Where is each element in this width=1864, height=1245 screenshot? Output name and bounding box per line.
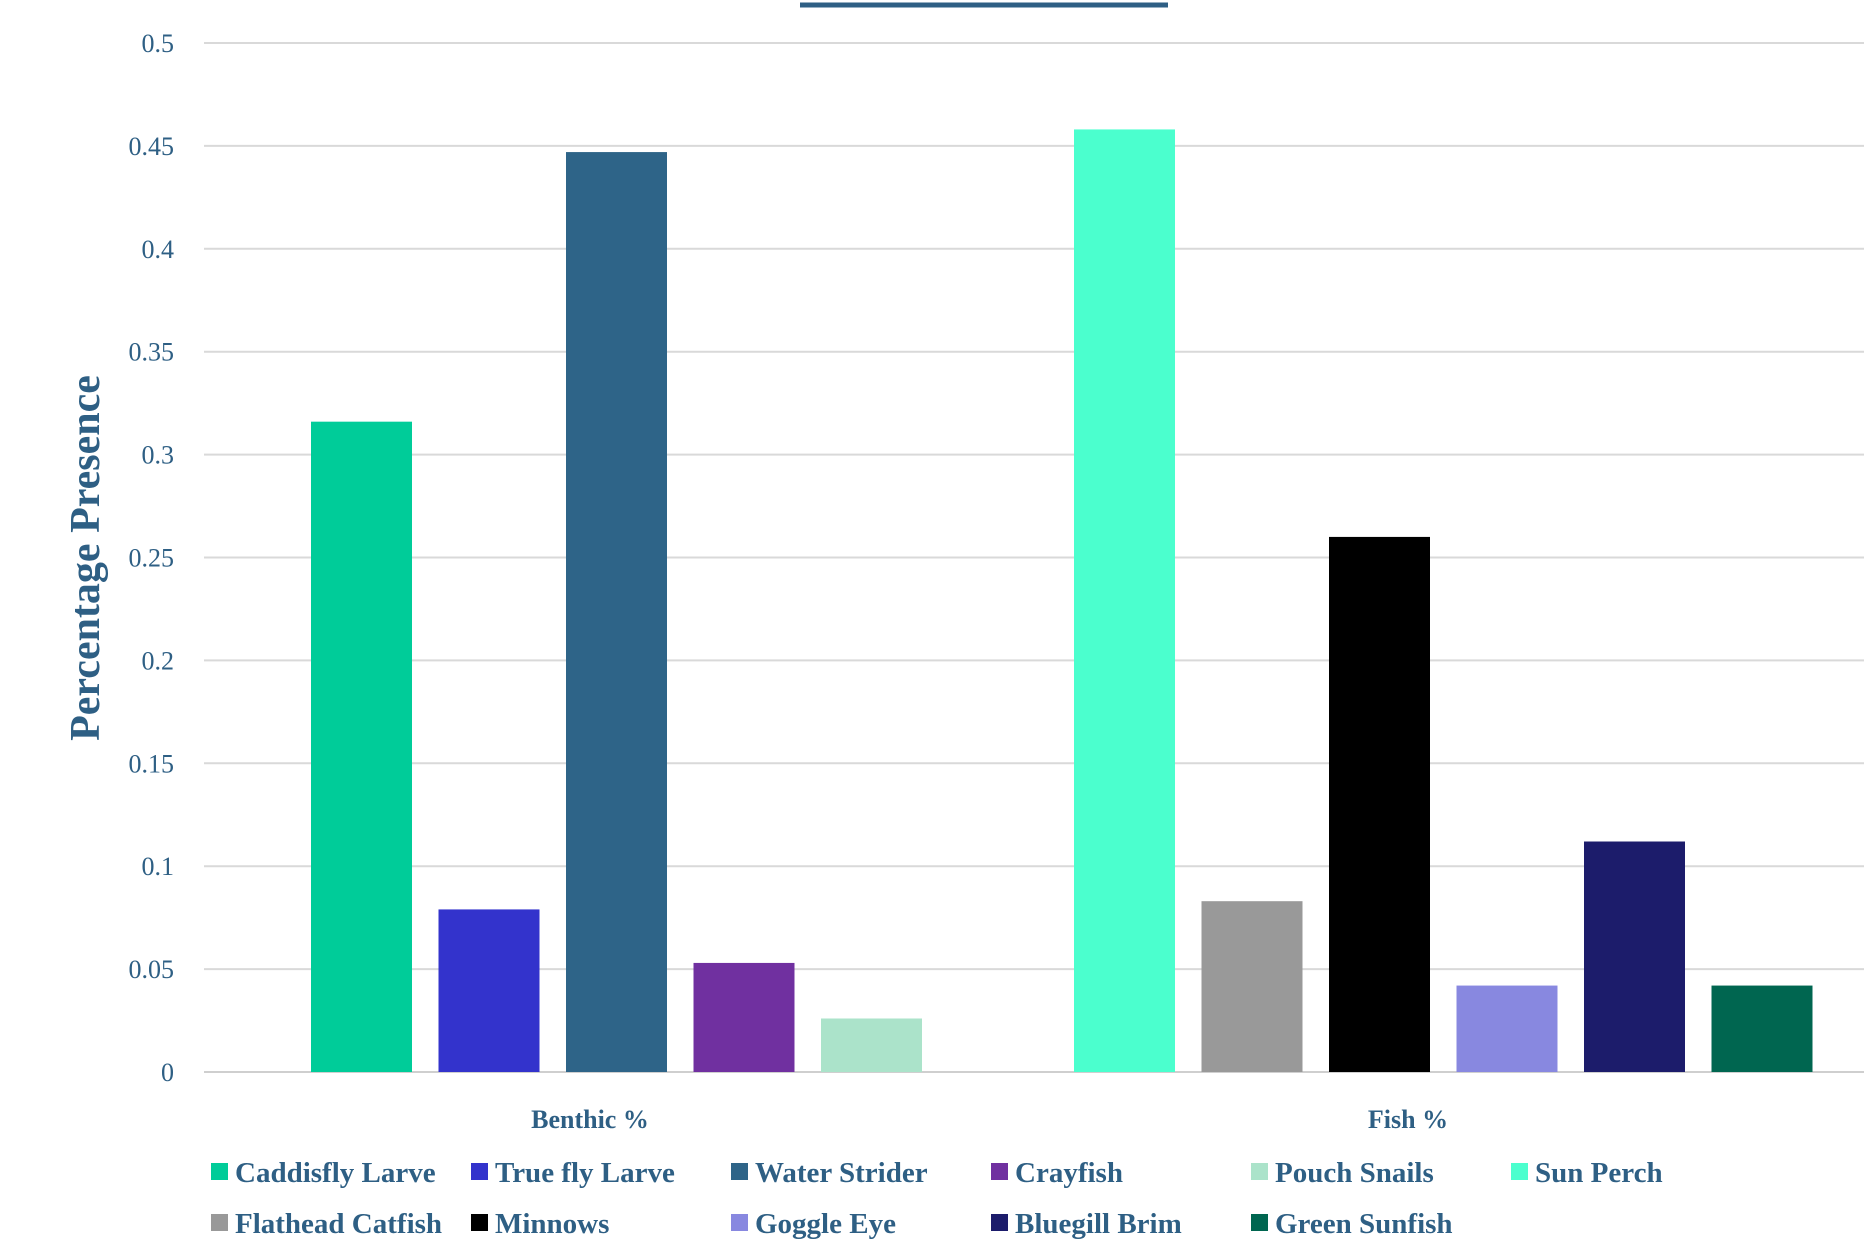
bar-flathead-catfish <box>1201 901 1303 1072</box>
bar-water-strider <box>566 152 667 1073</box>
bar-caddisfly-larve <box>311 421 412 1072</box>
y-tick-label: 0.3 <box>142 441 175 470</box>
legend-item: Bluegill Brim <box>991 1208 1182 1240</box>
legend-item: True fly Larve <box>471 1157 675 1189</box>
legend-label: Goggle Eye <box>755 1208 896 1240</box>
y-tick-label: 0 <box>161 1058 174 1087</box>
legend-label: Pouch Snails <box>1275 1157 1434 1189</box>
legend-swatch <box>1511 1163 1528 1180</box>
y-tick-label: 0.15 <box>129 749 175 778</box>
legend-item: Green Sunfish <box>1251 1208 1453 1240</box>
legend-swatch <box>1251 1163 1268 1180</box>
y-tick-label: 0.4 <box>142 235 175 264</box>
bar-green-sunfish <box>1711 985 1813 1072</box>
legend-label: Green Sunfish <box>1275 1208 1453 1240</box>
y-axis-ticks: 0 0.05 0.1 0.15 0.2 0.25 0.3 0.35 0.4 0.45 0.5 <box>129 29 175 1087</box>
legend-label: Caddisfly Larve <box>235 1157 436 1189</box>
legend-swatch <box>211 1163 228 1180</box>
legend-item: Water Strider <box>731 1157 928 1189</box>
legend-item: Pouch Snails <box>1251 1157 1434 1189</box>
legend-swatch <box>991 1214 1008 1231</box>
bar-bluegill-brim <box>1584 841 1685 1072</box>
x-category-label: Benthic % <box>531 1105 649 1134</box>
legend-label: Water Strider <box>755 1157 928 1189</box>
legend-swatch <box>731 1214 748 1231</box>
legend-label: Crayfish <box>1015 1157 1123 1189</box>
bar-minnows <box>1329 536 1430 1072</box>
y-tick-label: 0.5 <box>142 29 175 58</box>
legend-item: Goggle Eye <box>731 1208 896 1240</box>
y-tick-label: 0.45 <box>129 132 175 161</box>
x-category-label: Fish % <box>1368 1105 1448 1134</box>
bar-crayfish <box>693 962 795 1072</box>
legend-item: Caddisfly Larve <box>211 1157 436 1189</box>
legend-label: True fly Larve <box>495 1157 675 1189</box>
legend-item: Flathead Catfish <box>211 1208 442 1240</box>
legend-swatch <box>471 1163 488 1180</box>
legend-swatch <box>991 1163 1008 1180</box>
y-tick-label: 0.25 <box>129 544 175 573</box>
x-axis-categories: Benthic % Fish % <box>531 1105 1448 1134</box>
y-axis-label: Percentage Presence <box>63 375 109 741</box>
bar-pouch-snails <box>821 1018 922 1072</box>
legend-swatch <box>471 1214 488 1231</box>
y-tick-label: 0.05 <box>129 955 175 984</box>
y-tick-label: 0.1 <box>142 852 175 881</box>
legend-label: Flathead Catfish <box>235 1208 442 1240</box>
legend-item: Sun Perch <box>1511 1157 1663 1189</box>
bar-sun-perch <box>1074 129 1175 1072</box>
y-tick-label: 0.35 <box>129 338 175 367</box>
legend: Caddisfly Larve True fly Larve Water Strid… <box>211 1157 1663 1240</box>
legend-label: Minnows <box>495 1208 609 1240</box>
legend-item: Crayfish <box>991 1157 1123 1189</box>
bars <box>311 129 1813 1073</box>
bar-true-fly-larve <box>438 909 540 1072</box>
legend-swatch <box>731 1163 748 1180</box>
legend-item: Minnows <box>471 1208 609 1240</box>
legend-swatch <box>211 1214 228 1231</box>
bar-goggle-eye <box>1456 985 1558 1072</box>
legend-label: Sun Perch <box>1535 1157 1663 1189</box>
legend-label: Bluegill Brim <box>1015 1208 1182 1240</box>
legend-swatch <box>1251 1214 1268 1231</box>
y-tick-label: 0.2 <box>142 646 175 675</box>
